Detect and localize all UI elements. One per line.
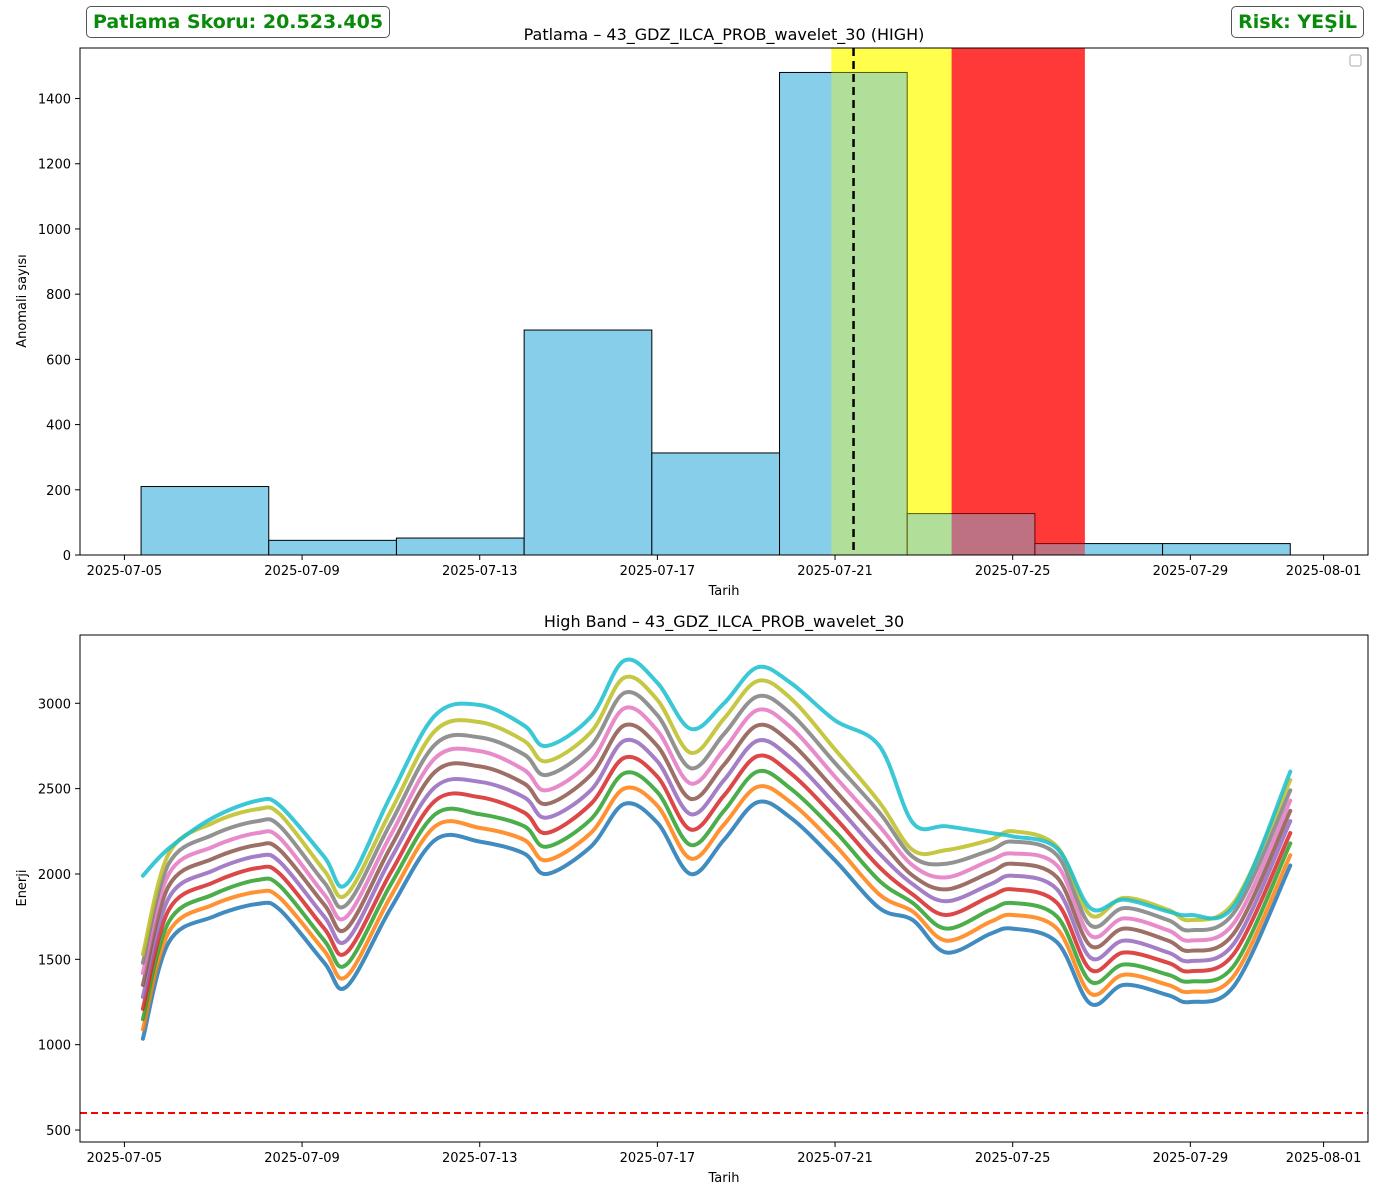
top-y-tick-label: 0	[63, 549, 71, 564]
bottom-y-tick-label: 1000	[38, 1039, 71, 1054]
top-chart-title: Patlama – 43_GDZ_ILCA_PROB_wavelet_30 (H…	[524, 25, 925, 45]
empty-legend-box	[1349, 54, 1362, 67]
top-x-tick-label: 2025-08-01	[1286, 564, 1362, 579]
energy-series-line-6	[140, 722, 1293, 987]
top-y-tick-label: 1000	[38, 223, 71, 238]
bottom-x-tick-label: 2025-07-29	[1153, 1151, 1229, 1166]
histogram-bar-6	[779, 71, 908, 555]
top-y-axis-label: Anomali sayısı	[15, 254, 30, 348]
top-y-tick-label: 1400	[38, 93, 71, 108]
histogram-bar-9	[1162, 543, 1291, 555]
histogram-bar-4	[523, 329, 653, 555]
energy-series-line-5	[140, 737, 1293, 999]
top-x-tick-label: 2025-07-17	[620, 564, 696, 579]
top-x-tick-label: 2025-07-13	[442, 564, 518, 579]
anomaly-histogram-chart: Patlama – 43_GDZ_ILCA_PROB_wavelet_30 (H…	[15, 25, 1369, 599]
bottom-x-tick-label: 2025-07-09	[264, 1151, 340, 1166]
top-x-tick-label: 2025-07-21	[797, 564, 873, 579]
bottom-x-tick-label: 2025-07-05	[87, 1151, 163, 1166]
bottom-y-tick-label: 500	[46, 1124, 71, 1139]
top-y-tick-label: 800	[46, 288, 71, 303]
energy-series-line-9	[140, 674, 1293, 957]
energy-series-line-8	[140, 689, 1293, 965]
histogram-bar-5	[651, 452, 781, 555]
bottom-y-axis-label: Enerji	[15, 869, 30, 906]
danger-zone	[951, 48, 1085, 555]
bottom-y-tick-label: 2500	[38, 783, 71, 798]
histogram-bar-1	[140, 486, 270, 555]
histogram-bar-7	[906, 513, 1036, 555]
risk-level-badge: Risk: YEŞİL	[1231, 6, 1364, 38]
burst-score-badge: Patlama Skoru: 20.523.405	[86, 6, 391, 38]
top-y-tick-label: 1200	[38, 158, 71, 173]
bottom-y-tick-label: 1500	[38, 953, 71, 968]
top-x-tick-label: 2025-07-09	[264, 564, 340, 579]
energy-series-line-3	[140, 768, 1293, 1022]
bottom-x-axis-label: Tarih	[708, 1171, 740, 1186]
energy-series-line-10	[140, 657, 1293, 921]
energy-series-line-1	[140, 799, 1293, 1041]
histogram-bar-3	[395, 537, 525, 555]
bottom-y-tick-label: 2000	[38, 868, 71, 883]
energy-series-line-7	[140, 705, 1293, 975]
bottom-x-tick-label: 2025-07-13	[442, 1151, 518, 1166]
bottom-x-tick-label: 2025-07-17	[620, 1151, 696, 1166]
top-y-tick-label: 600	[46, 353, 71, 368]
bottom-x-tick-label: 2025-08-01	[1286, 1151, 1362, 1166]
top-y-tick-label: 400	[46, 419, 71, 434]
danger-zone-tint	[951, 48, 1085, 555]
top-x-tick-label: 2025-07-05	[87, 564, 163, 579]
top-x-tick-label: 2025-07-25	[975, 564, 1051, 579]
bottom-x-tick-label: 2025-07-21	[797, 1151, 873, 1166]
bottom-chart-title: High Band – 43_GDZ_ILCA_PROB_wavelet_30	[544, 612, 904, 632]
warning-zone-tint	[831, 48, 952, 555]
bottom-x-tick-label: 2025-07-25	[975, 1151, 1051, 1166]
bottom-y-tick-label: 3000	[38, 697, 71, 712]
high-band-energy-chart: High Band – 43_GDZ_ILCA_PROB_wavelet_30 …	[15, 612, 1369, 1186]
bottom-plot-frame	[79, 634, 1369, 1143]
histogram-bar-2	[268, 539, 397, 555]
energy-series-line-2	[140, 784, 1293, 1032]
top-y-tick-label: 200	[46, 484, 71, 499]
top-plot-frame	[79, 47, 1369, 556]
top-x-tick-label: 2025-07-29	[1153, 564, 1229, 579]
top-x-axis-label: Tarih	[708, 584, 740, 599]
energy-series-line-4	[140, 753, 1293, 1011]
